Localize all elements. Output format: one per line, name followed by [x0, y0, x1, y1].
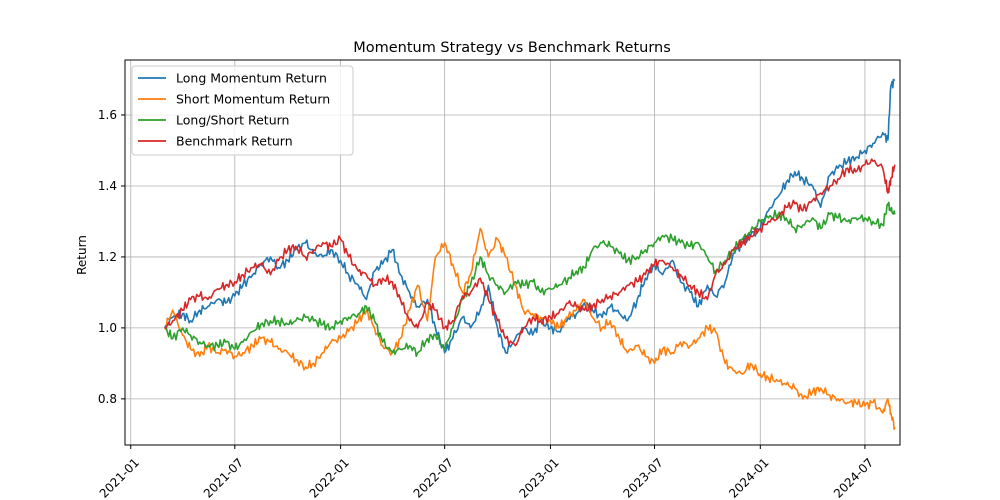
y-axis-label: Return: [75, 235, 89, 275]
y-tick-label: 0.8: [98, 392, 117, 406]
legend-label-1: Short Momentum Return: [176, 92, 330, 107]
series-line-2: [164, 201, 896, 358]
legend-label-2: Long/Short Return: [176, 113, 289, 128]
series-line-0: [163, 78, 896, 354]
plot-area-frame: [124, 59, 901, 446]
series-lines: [163, 78, 896, 431]
y-tick-label: 1.4: [98, 179, 117, 193]
legend-box: [131, 65, 354, 156]
y-tick-label: 1.0: [98, 321, 117, 335]
y-tick-label: 1.6: [98, 108, 117, 122]
chart-title: Momentum Strategy vs Benchmark Returns: [353, 40, 671, 56]
y-tick-label: 1.2: [98, 250, 117, 264]
series-line-3: [164, 158, 896, 347]
legend-label-3: Benchmark Return: [176, 134, 293, 149]
legend: Long Momentum Return Short Momentum Retur…: [131, 65, 354, 156]
legend-label-0: Long Momentum Return: [176, 71, 327, 86]
